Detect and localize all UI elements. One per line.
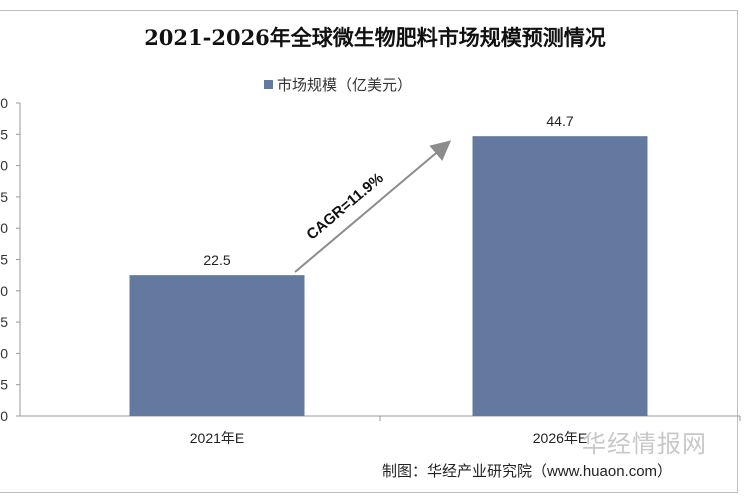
x-tick-label: 2021年E bbox=[190, 430, 244, 446]
legend-swatch bbox=[264, 80, 273, 89]
y-tick-label: 40 bbox=[0, 158, 8, 174]
cagr-annotation: CAGR=11.9% bbox=[303, 170, 386, 244]
y-tick-label: 20 bbox=[0, 283, 8, 299]
bar bbox=[129, 275, 305, 416]
y-tick-label: 30 bbox=[0, 220, 8, 236]
data-label: 22.5 bbox=[203, 252, 230, 268]
data-label: 44.7 bbox=[546, 113, 573, 129]
y-tick-label: 10 bbox=[0, 345, 8, 361]
watermark: 华经情报网 bbox=[582, 431, 707, 458]
chart-frame bbox=[0, 10, 738, 493]
source-note: 制图：华经产业研究院（www.huaon.com） bbox=[382, 463, 673, 480]
bar bbox=[472, 136, 648, 417]
y-tick-label: 50 bbox=[0, 95, 8, 111]
y-tick-label: 35 bbox=[0, 189, 8, 205]
y-tick-label: 5 bbox=[0, 377, 8, 393]
y-tick-label: 0 bbox=[0, 408, 8, 424]
y-tick-label: 15 bbox=[0, 314, 8, 330]
y-tick-label: 45 bbox=[0, 126, 8, 142]
cagr-arrow bbox=[294, 140, 452, 273]
x-tick-label: 2026年E bbox=[533, 430, 587, 446]
chart-title: 2021-2026年全球微生物肥料市场规模预测情况 bbox=[144, 25, 606, 50]
y-tick-label: 25 bbox=[0, 252, 8, 268]
legend: 市场规模（亿美元） bbox=[264, 74, 412, 95]
legend-label: 市场规模（亿美元） bbox=[277, 77, 413, 94]
